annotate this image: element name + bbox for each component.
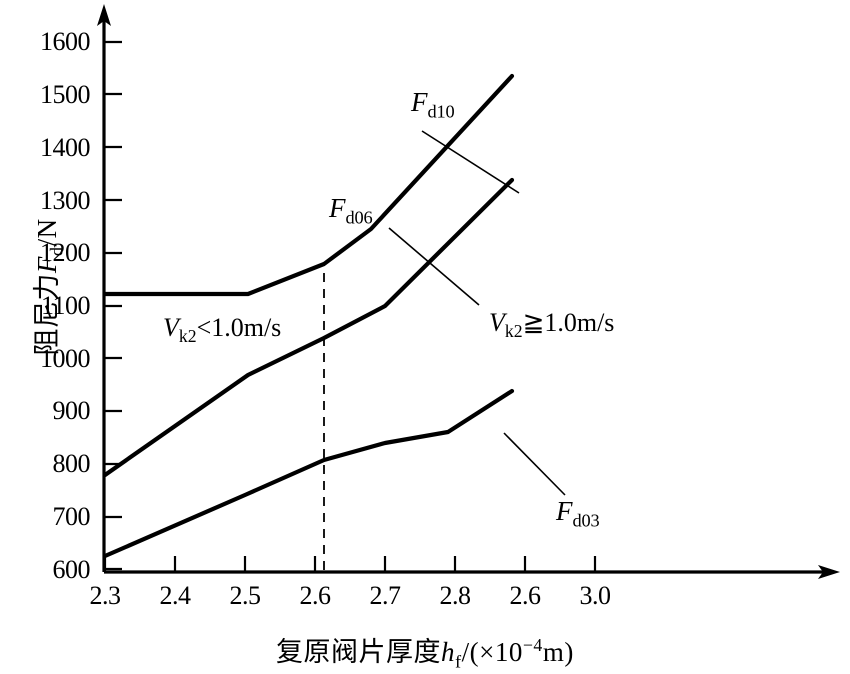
y-axis-title-cn: 阻尼力 (32, 273, 63, 356)
x-tick-label: 2.6 (509, 581, 542, 610)
x-tick-label: 2.5 (229, 581, 262, 610)
region-left-value: 1.0 (211, 313, 244, 342)
x-tick-label: 3.0 (579, 581, 612, 610)
y-tick-label: 1100 (40, 291, 91, 320)
x-axis-title: 复原阀片厚度hf/(×10−4m) (276, 635, 574, 672)
x-tick-label: 2.7 (369, 581, 402, 610)
y-axis-title-unit: /N (32, 218, 62, 247)
curve-label-fd03-symbol: F (556, 496, 573, 526)
y-tick-label: 1400 (40, 133, 91, 162)
y-tick-label: 1300 (40, 186, 91, 215)
x-tick-label: 2.6 (299, 581, 332, 610)
curve-label-fd06-symbol: F (329, 193, 346, 223)
x-tick-label: 2.8 (439, 581, 472, 610)
y-tick-label: 1000 (40, 344, 91, 373)
y-axis (97, 4, 111, 572)
y-axis-title: 阻尼力Fd/N (32, 218, 67, 356)
y-axis-ticks (104, 40, 122, 571)
curve-fd10 (102, 73, 515, 297)
x-axis-title-symbol: h (441, 637, 455, 667)
y-tick-label: 700 (52, 502, 91, 531)
region-right-symbol: V (489, 308, 505, 337)
curve-fd06 (102, 177, 515, 478)
x-axis-title-unit-post: m) (542, 637, 574, 667)
curve-label-fd06-sub: d06 (345, 207, 373, 228)
leader-line-fd10 (421, 130, 520, 194)
y-axis-title-symbol: F (32, 256, 62, 274)
region-right-relation: ≧ (522, 308, 545, 337)
x-axis (104, 565, 840, 579)
y-tick-label: 1600 (40, 27, 91, 56)
x-axis-title-cn: 复原阀片厚度 (276, 637, 441, 668)
curve-label-fd03-sub: d03 (572, 510, 600, 531)
curve-label-fd06: Fd06 (329, 193, 373, 228)
y-tick-label: 900 (52, 396, 91, 425)
x-axis-title-symbol-sub: f (455, 651, 462, 672)
region-right-value: 1.0 (544, 308, 577, 337)
x-axis-arrow-icon (818, 565, 840, 579)
curve-fd03 (102, 388, 515, 559)
curve-label-fd10-sub: d10 (427, 101, 455, 122)
x-axis-title-unit-pre: /(×10 (461, 637, 523, 667)
region-right-subscript: k2 (504, 321, 523, 342)
x-tick-label: 2.4 (159, 581, 192, 610)
leader-line-fd06 (388, 227, 480, 306)
curve-label-fd10-symbol: F (411, 87, 428, 117)
region-right-unit: m/s (576, 308, 615, 337)
region-left-unit: m/s (243, 313, 282, 342)
x-axis-ticks (103, 556, 597, 572)
y-axis-title-wrapper: 阻尼力Fd/N (25, 177, 66, 397)
y-axis-arrow-icon (97, 4, 111, 26)
y-tick-label: 1200 (40, 238, 91, 267)
region-left-symbol: V (163, 313, 179, 342)
x-tick-label: 2.3 (89, 581, 122, 610)
leader-line-fd03 (503, 432, 566, 496)
curve-label-fd10: Fd10 (411, 87, 455, 122)
region-left-subscript: k2 (178, 326, 197, 347)
y-axis-title-symbol-sub: d (46, 246, 67, 257)
region-label-low-velocity: Vk2<1.0m/s (163, 315, 281, 346)
region-left-relation: < (196, 313, 212, 342)
y-tick-label: 800 (52, 449, 91, 478)
y-tick-label: 600 (52, 555, 91, 584)
y-tick-label: 1500 (40, 80, 91, 109)
x-axis-title-unit-exponent: −4 (522, 635, 543, 655)
region-label-high-velocity: Vk2≧1.0m/s (489, 310, 614, 341)
curve-label-fd03: Fd03 (556, 496, 600, 531)
